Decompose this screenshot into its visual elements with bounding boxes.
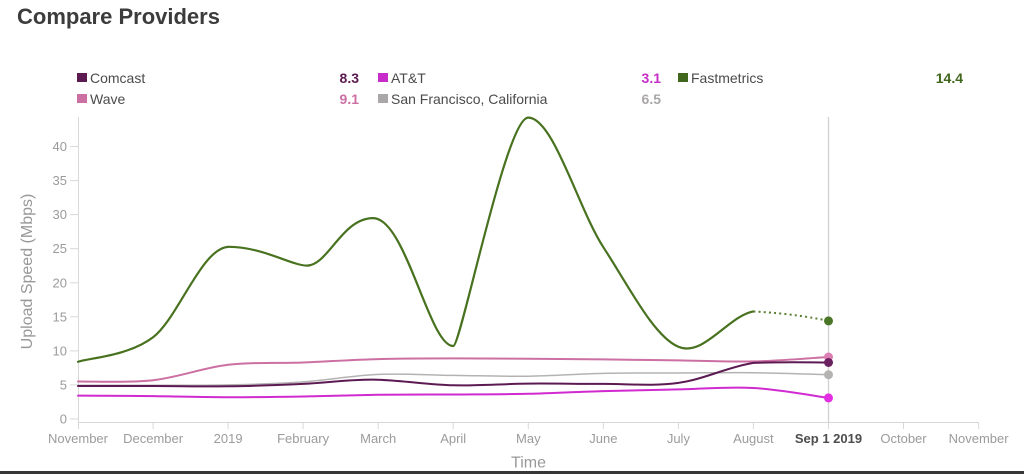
svg-text:March: March [360, 431, 396, 446]
svg-text:Sep 1 2019: Sep 1 2019 [795, 431, 862, 446]
svg-text:November: November [949, 431, 1010, 446]
svg-text:June: June [589, 431, 617, 446]
svg-text:May: May [516, 431, 541, 446]
svg-text:15: 15 [53, 309, 67, 324]
svg-text:July: July [667, 431, 691, 446]
svg-text:August: August [733, 431, 774, 446]
svg-text:10: 10 [53, 343, 67, 358]
svg-text:April: April [440, 431, 466, 446]
svg-text:December: December [123, 431, 184, 446]
svg-text:2019: 2019 [214, 431, 243, 446]
svg-text:5: 5 [60, 377, 67, 392]
svg-text:25: 25 [53, 241, 67, 256]
svg-text:October: October [880, 431, 927, 446]
svg-text:February: February [277, 431, 330, 446]
svg-text:20: 20 [53, 275, 67, 290]
svg-text:0: 0 [60, 412, 67, 427]
svg-text:35: 35 [53, 173, 67, 188]
svg-text:Time: Time [511, 455, 546, 472]
svg-text:November: November [48, 431, 109, 446]
svg-text:Upload Speed (Mbps): Upload Speed (Mbps) [19, 194, 36, 350]
svg-text:40: 40 [53, 139, 67, 154]
svg-text:30: 30 [53, 207, 67, 222]
